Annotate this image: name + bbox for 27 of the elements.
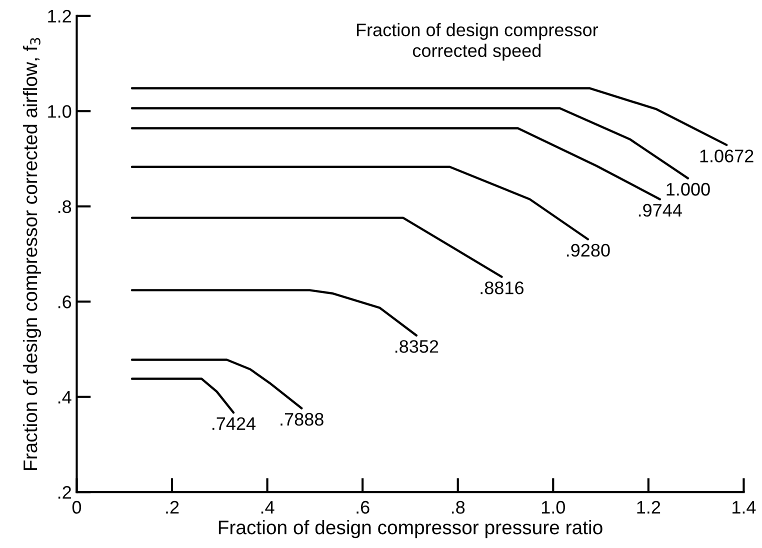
x-tick-label: .4: [261, 501, 274, 514]
x-tick-label: .2: [166, 500, 179, 514]
x-axis-title: Fraction of design compressor pressure ratio: [218, 520, 602, 538]
x-tick-label: .6: [356, 500, 370, 514]
x-tick-label: 1.4: [732, 501, 756, 514]
x-tick-label: 0: [72, 500, 82, 514]
line-series: [130, 289, 418, 337]
series-label: 1.0672: [700, 150, 754, 162]
series-label: .9280: [566, 244, 610, 257]
y-tick-label: 1.2: [48, 10, 71, 22]
y-tick-label: .4: [58, 390, 72, 404]
series-label: .9744: [638, 204, 682, 217]
y-tick-label: .6: [58, 296, 72, 308]
y-axis-title: Fraction of design compressor corrected airflow, f$_{3}$: [22, 38, 42, 470]
series-label: .7424: [212, 417, 256, 430]
series-label: .7888: [280, 412, 324, 426]
series-label: .8352: [395, 340, 438, 353]
x-tick-label: 1.2: [637, 500, 660, 514]
x-tick-label: .8: [452, 500, 465, 514]
y-tick-label: 1.0: [48, 105, 72, 118]
y-tick-label: .2: [58, 486, 71, 499]
y-tick-label: .8: [58, 200, 72, 214]
series-label: 1.000: [666, 182, 710, 196]
line-series: [130, 358, 303, 410]
series-label: .8816: [480, 282, 524, 294]
annotation: Fraction of design compressor corrected speed: [356, 23, 598, 61]
x-tick-label: 1.0: [542, 500, 565, 514]
